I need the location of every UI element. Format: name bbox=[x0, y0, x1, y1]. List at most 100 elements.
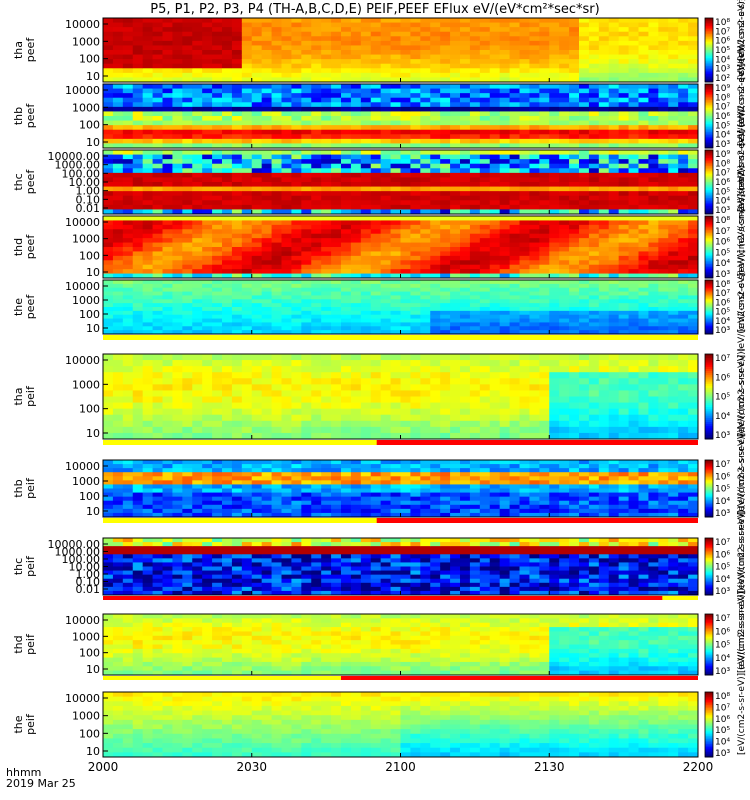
heatmap-cell bbox=[489, 50, 501, 55]
heatmap-cell bbox=[688, 163, 699, 169]
heatmap-cell bbox=[212, 27, 223, 33]
heatmap-cell bbox=[648, 77, 659, 83]
heatmap-cell bbox=[678, 111, 689, 117]
heatmap-cell bbox=[440, 251, 451, 257]
heatmap-cell bbox=[222, 102, 233, 108]
heatmap-cell bbox=[321, 77, 332, 83]
heatmap-cell bbox=[360, 84, 372, 89]
heatmap-cell bbox=[241, 143, 253, 149]
heatmap-cell bbox=[460, 93, 471, 99]
heatmap-cell bbox=[430, 31, 441, 37]
heatmap-cell bbox=[608, 287, 620, 292]
heatmap-cell bbox=[311, 310, 322, 316]
heatmap-cell bbox=[261, 97, 272, 103]
heatmap-cell bbox=[450, 269, 461, 274]
heatmap-cell bbox=[440, 303, 451, 308]
heatmap-cell bbox=[331, 68, 342, 74]
colorbar-tick-label: 10² bbox=[715, 74, 730, 84]
heatmap-cell bbox=[212, 163, 223, 169]
heatmap-cell bbox=[162, 182, 173, 187]
heatmap-cell bbox=[271, 220, 282, 226]
heatmap-cell bbox=[460, 216, 471, 221]
heatmap-cell bbox=[291, 97, 302, 103]
heatmap-cell bbox=[638, 129, 649, 135]
colorbar-step bbox=[705, 182, 713, 185]
heatmap-cell bbox=[380, 233, 391, 239]
heatmap-cell bbox=[370, 318, 382, 323]
heatmap-cell bbox=[598, 195, 610, 201]
heatmap-cell bbox=[251, 414, 263, 422]
heatmap-cell bbox=[628, 209, 639, 215]
heatmap-cell bbox=[112, 27, 124, 33]
heatmap-cell bbox=[658, 40, 669, 46]
heatmap-cell bbox=[628, 216, 639, 221]
heatmap-cell bbox=[231, 154, 243, 160]
heatmap-cell bbox=[440, 154, 451, 160]
heatmap-cell bbox=[499, 102, 510, 108]
heatmap-cell bbox=[559, 330, 570, 335]
heatmap-cell bbox=[162, 22, 173, 28]
heatmap-cell bbox=[311, 45, 322, 51]
heatmap-cell bbox=[549, 216, 560, 221]
heatmap-cell bbox=[460, 322, 471, 327]
colorbar-step bbox=[705, 193, 713, 196]
heatmap-cell bbox=[112, 310, 124, 316]
heatmap-cell bbox=[390, 204, 401, 210]
heatmap-cell bbox=[618, 191, 629, 197]
heatmap-cell bbox=[142, 182, 153, 187]
heatmap-cell bbox=[222, 77, 233, 83]
heatmap-cell bbox=[588, 326, 600, 331]
heatmap-cell bbox=[529, 22, 540, 28]
heatmap-cell bbox=[460, 59, 471, 65]
heatmap-cell bbox=[350, 163, 362, 169]
heatmap-cell bbox=[608, 182, 620, 187]
heatmap-cell bbox=[430, 134, 441, 140]
heatmap-cell bbox=[380, 326, 391, 331]
heatmap-cell bbox=[489, 299, 501, 304]
heatmap-cell bbox=[608, 84, 620, 89]
heatmap-cell bbox=[291, 186, 302, 192]
colorbar-step bbox=[705, 135, 713, 138]
heatmap-cell bbox=[628, 129, 639, 135]
heatmap-cell bbox=[142, 54, 153, 60]
heatmap-cell bbox=[499, 191, 510, 197]
heatmap-cell bbox=[122, 22, 134, 28]
heatmap-cell bbox=[598, 283, 610, 289]
heatmap-cell bbox=[390, 384, 401, 391]
heatmap-cell bbox=[390, 111, 401, 117]
heatmap-cell bbox=[519, 125, 530, 131]
heatmap-cell bbox=[321, 242, 332, 248]
heatmap-cell bbox=[678, 93, 689, 99]
heatmap-cell bbox=[152, 106, 163, 112]
heatmap-cell bbox=[380, 168, 391, 174]
heatmap-cell bbox=[122, 63, 134, 69]
heatmap-cell bbox=[202, 106, 213, 112]
heatmap-cell bbox=[400, 177, 411, 183]
heatmap-cell bbox=[370, 366, 382, 373]
colorbar-step bbox=[705, 50, 713, 53]
colorbar-step bbox=[705, 332, 713, 335]
heatmap-cell bbox=[192, 200, 203, 206]
heatmap-cell bbox=[370, 77, 382, 83]
heatmap-cell bbox=[311, 129, 322, 135]
heatmap-cell bbox=[152, 229, 163, 235]
heatmap-cell bbox=[588, 40, 600, 46]
heatmap-cell bbox=[420, 106, 431, 112]
heatmap-cell bbox=[608, 40, 620, 46]
heatmap-cell bbox=[222, 40, 233, 46]
heatmap-cell bbox=[271, 143, 282, 149]
heatmap-cell bbox=[489, 251, 501, 257]
heatmap-cell bbox=[222, 229, 233, 235]
heatmap-cell bbox=[331, 255, 342, 261]
heatmap-cell bbox=[370, 238, 382, 243]
heatmap-cell bbox=[648, 125, 659, 131]
heatmap-cell bbox=[509, 291, 520, 296]
heatmap-cell bbox=[212, 216, 223, 221]
heatmap-cell bbox=[608, 172, 620, 178]
heatmap-cell bbox=[569, 242, 580, 248]
heatmap-cell bbox=[588, 291, 600, 296]
heatmap-cell bbox=[222, 204, 233, 210]
heatmap-cell bbox=[509, 209, 520, 215]
heatmap-cell bbox=[608, 77, 620, 83]
colorbar-step bbox=[705, 138, 713, 141]
